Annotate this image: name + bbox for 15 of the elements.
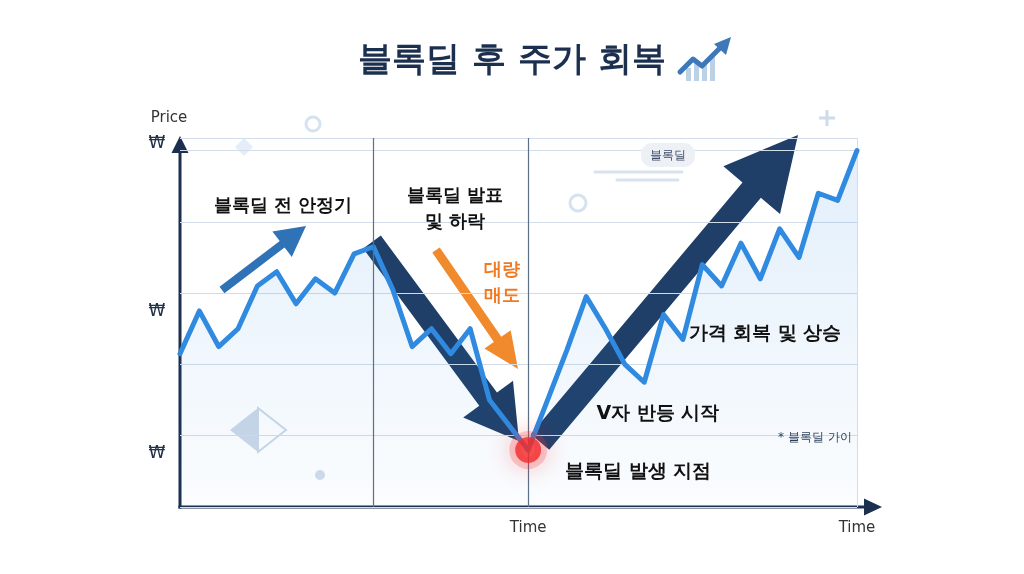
text: ₩ bbox=[148, 300, 166, 320]
annotation: 가격 회복 및 상승 bbox=[688, 321, 842, 343]
annotation: 블록딜 bbox=[650, 148, 686, 162]
y-axis-title: Price bbox=[150, 107, 188, 126]
chart-title: 블록딜 후 주가 회복 bbox=[358, 38, 666, 78]
annotation: 블록딜 발표 및 하락 bbox=[406, 183, 504, 231]
annotation: 대량 매도 bbox=[484, 257, 520, 305]
x-tick-label: Time bbox=[508, 517, 547, 536]
annotation: V자 반등 시작 bbox=[596, 401, 720, 423]
annotation: 블록딜 발생 지점 bbox=[565, 458, 712, 481]
annotation: * 블록딜 가이 bbox=[778, 430, 852, 444]
text: ₩ bbox=[148, 132, 166, 152]
x-tick-label: Time bbox=[837, 517, 876, 536]
annotation: 블록딜 전 안정기 bbox=[213, 193, 353, 215]
text: ₩ bbox=[148, 442, 166, 462]
